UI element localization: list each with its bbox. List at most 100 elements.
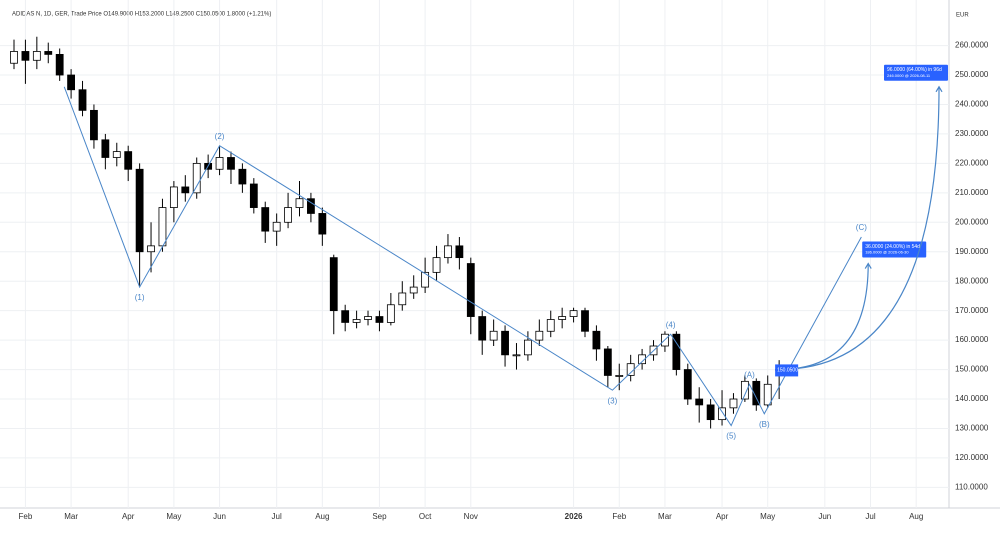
candle-body — [169, 186, 178, 208]
candle-body — [501, 330, 509, 356]
candle-body — [444, 245, 452, 259]
candle-body — [432, 257, 441, 273]
y-tick-label: 120.0000 — [955, 453, 989, 462]
candle-body — [124, 151, 133, 170]
candle-body — [352, 319, 361, 323]
candle-body — [695, 398, 704, 406]
x-tick-label: Mar — [658, 512, 672, 521]
candle-body — [763, 383, 772, 406]
x-tick-label: Nov — [464, 512, 478, 521]
x-tick-label: Oct — [419, 512, 432, 521]
candle-body — [638, 354, 646, 365]
target-label: 96.0000 (64.00%) in 96d — [887, 67, 942, 73]
candle-body — [672, 333, 681, 370]
y-tick-label: 170.0000 — [955, 306, 989, 315]
candle-body — [181, 186, 190, 194]
target-sublabel: 246.0000 @ 2026-08-11 — [887, 73, 931, 78]
candle-body — [558, 316, 567, 320]
x-tick-label: Sep — [372, 512, 387, 521]
candle-body — [729, 398, 738, 409]
candle-body — [318, 213, 327, 235]
wave-line — [63, 86, 862, 427]
candle-body — [249, 183, 258, 208]
x-tick-label: May — [760, 512, 775, 521]
target-sublabel: 186.0000 @ 2026-06-30 — [865, 250, 909, 255]
candle-body — [364, 316, 372, 320]
candle-body — [752, 380, 761, 406]
wave-label: (A) — [744, 370, 755, 379]
wave-label: (2) — [215, 132, 225, 141]
candle-body — [626, 363, 635, 376]
target-box — [884, 64, 948, 81]
wave-label: (1) — [135, 293, 145, 302]
x-tick-label: Feb — [19, 512, 33, 521]
candle-body — [90, 109, 98, 141]
target-curve — [779, 86, 940, 371]
candle-body — [375, 316, 384, 323]
x-tick-label: Aug — [315, 512, 329, 521]
currency-label: EUR — [956, 13, 969, 19]
candle-body — [581, 310, 589, 332]
y-tick-label: 210.0000 — [955, 188, 989, 197]
candle-body — [67, 74, 75, 91]
y-tick-label: 180.0000 — [955, 276, 989, 285]
target-label: 36.0000 (24.00%) in 54d — [865, 244, 920, 250]
last-price-box — [775, 364, 799, 377]
candle-body — [718, 407, 726, 421]
y-tick-label: 110.0000 — [955, 482, 988, 491]
y-tick-label: 150.0000 — [955, 365, 989, 374]
candle-body — [615, 375, 624, 377]
wave-label: (5) — [726, 432, 736, 441]
candle-body — [44, 51, 53, 55]
target-arrow — [935, 85, 943, 93]
candle-body — [569, 310, 578, 317]
candle-body — [147, 245, 155, 253]
x-tick-label: Apr — [716, 512, 729, 521]
candle-body — [215, 157, 224, 170]
x-tick-label: Apr — [122, 512, 135, 521]
candle-body — [10, 51, 18, 64]
candle-body — [238, 168, 247, 185]
candle-body — [478, 316, 487, 341]
candle-body — [21, 51, 30, 61]
candle-body — [706, 404, 715, 421]
candle-body — [329, 257, 338, 312]
x-tick-label: Feb — [612, 512, 626, 521]
x-tick-label: Jul — [272, 512, 282, 521]
candle-body — [409, 286, 418, 294]
y-tick-label: 160.0000 — [955, 335, 989, 344]
x-tick-label: 2026 — [565, 512, 583, 521]
y-tick-label: 220.0000 — [955, 158, 989, 167]
x-tick-label: Aug — [909, 512, 923, 521]
x-tick-label: Mar — [64, 512, 78, 521]
candle-body — [135, 168, 144, 253]
candle-body — [512, 354, 521, 357]
wave-label: (4) — [666, 320, 676, 329]
y-tick-label: 250.0000 — [955, 70, 989, 79]
candle-body — [455, 245, 464, 259]
candle-body — [341, 310, 350, 323]
candle-body — [112, 151, 121, 158]
candle-body — [466, 263, 475, 317]
x-tick-label: Jun — [213, 512, 226, 521]
candle-body — [740, 380, 749, 400]
x-tick-label: Jun — [818, 512, 831, 521]
candle-body — [386, 304, 395, 323]
candle-body — [272, 221, 281, 232]
last-price-label: 150.0500 — [777, 368, 798, 374]
candle-body — [546, 319, 555, 332]
y-tick-label: 200.0000 — [955, 217, 989, 226]
candle-body — [284, 207, 292, 223]
candle-body — [307, 198, 315, 214]
chart-title: ADIDAS N, 1D, GER, Trade Price O149.9000… — [12, 12, 271, 18]
wave-label: (3) — [608, 396, 618, 405]
y-tick-label: 240.0000 — [955, 100, 989, 109]
candle-body — [683, 369, 692, 400]
candle-body — [295, 198, 304, 208]
candle-body — [192, 162, 201, 194]
candle-body — [603, 348, 612, 376]
candle-body — [227, 157, 235, 170]
y-tick-label: 140.0000 — [955, 394, 989, 403]
target-box — [862, 241, 927, 258]
